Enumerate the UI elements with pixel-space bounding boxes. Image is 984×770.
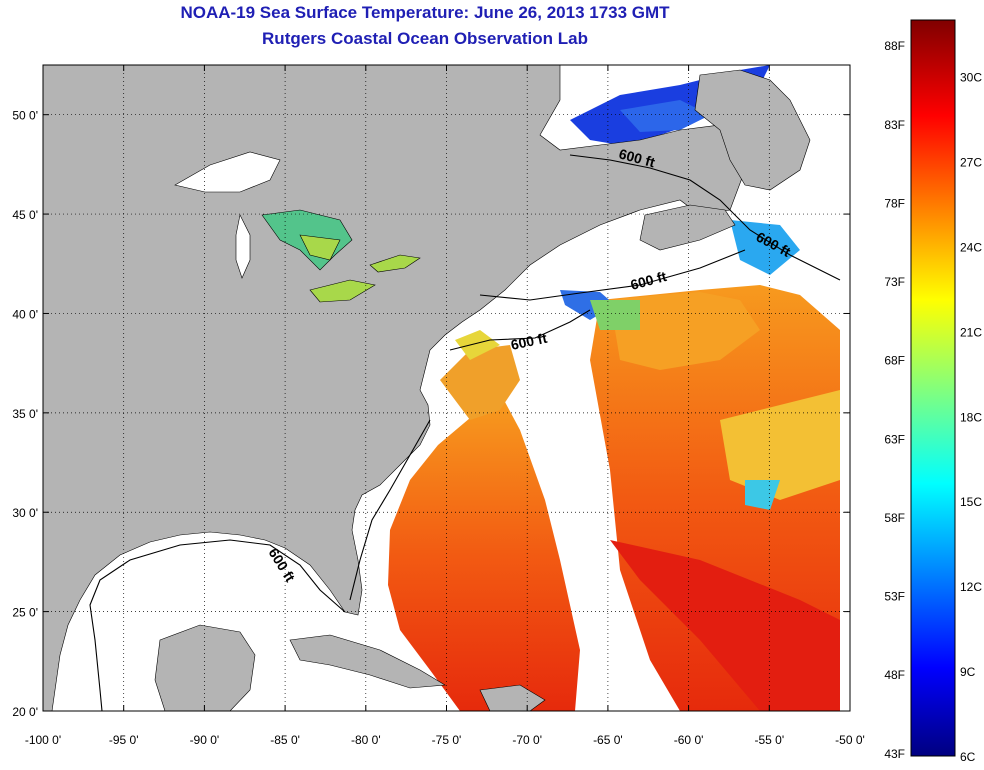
sst-field [388, 65, 840, 711]
x-tick-label: -55 0' [754, 733, 784, 747]
colorbar-c-label: 12C [960, 580, 982, 594]
x-tick-label: -85 0' [270, 733, 300, 747]
colorbar-c-label: 15C [960, 495, 982, 509]
graticule [43, 65, 850, 711]
x-tick-label: -60 0' [674, 733, 704, 747]
y-tick-label: 30 0' [12, 506, 38, 520]
chart-title: NOAA-19 Sea Surface Temperature: June 26… [180, 3, 670, 22]
colorbar-c-label: 24C [960, 240, 982, 254]
colorbar-c-label: 21C [960, 325, 982, 339]
x-tick-label: -95 0' [109, 733, 139, 747]
colorbar-f-label: 68F [884, 354, 905, 368]
x-axis: -100 0' -95 0' -90 0' -85 0' -80 0' -75 0' -70… [25, 65, 865, 747]
y-tick-label: 25 0' [12, 606, 38, 620]
colorbar-f-label: 48F [884, 668, 905, 682]
isobath-600ft [89, 154, 841, 711]
colorbar-f-label: 53F [884, 590, 905, 604]
x-tick-label: -80 0' [351, 733, 381, 747]
colorbar-celsius-labels: 6C 9C 12C 15C 18C 21C 24C 27C 30C [960, 71, 982, 764]
y-tick-label: 50 0' [12, 109, 38, 123]
colorbar-f-label: 63F [884, 432, 905, 446]
colorbar-c-label: 6C [960, 750, 976, 764]
colorbar-f-label: 88F [884, 39, 905, 53]
colorbar: 43F 48F 53F 58F 63F 68F 73F 78F 83F 88F 6C 9C 12C 15… [884, 19, 982, 764]
colorbar-c-label: 30C [960, 71, 982, 85]
x-tick-label: -75 0' [432, 733, 462, 747]
colorbar-ramp [910, 19, 956, 757]
colorbar-c-label: 27C [960, 156, 982, 170]
y-tick-label: 20 0' [12, 705, 38, 719]
colorbar-f-label: 78F [884, 196, 905, 210]
land [43, 65, 811, 711]
y-tick-label: 40 0' [12, 307, 38, 321]
colorbar-f-label: 83F [884, 118, 905, 132]
colorbar-fahrenheit-labels: 43F 48F 53F 58F 63F 68F 73F 78F 83F 88F [884, 39, 905, 761]
contour-label: 600 ft [509, 330, 548, 353]
x-tick-label: -50 0' [835, 733, 865, 747]
colorbar-c-label: 18C [960, 410, 982, 424]
y-tick-label: 35 0' [12, 407, 38, 421]
colorbar-f-label: 58F [884, 511, 905, 525]
x-tick-label: -70 0' [512, 733, 542, 747]
chart-subtitle: Rutgers Coastal Ocean Observation Lab [262, 29, 588, 48]
x-tick-label: -100 0' [25, 733, 61, 747]
x-tick-label: -90 0' [190, 733, 220, 747]
y-axis: 50 0' 45 0' 40 0' 35 0' 30 0' 25 0' 20 0' [12, 109, 850, 719]
y-tick-label: 45 0' [12, 208, 38, 222]
colorbar-f-label: 73F [884, 275, 905, 289]
colorbar-f-label: 43F [884, 747, 905, 761]
great-lakes [174, 151, 421, 303]
x-tick-label: -65 0' [593, 733, 623, 747]
colorbar-c-label: 9C [960, 665, 976, 679]
